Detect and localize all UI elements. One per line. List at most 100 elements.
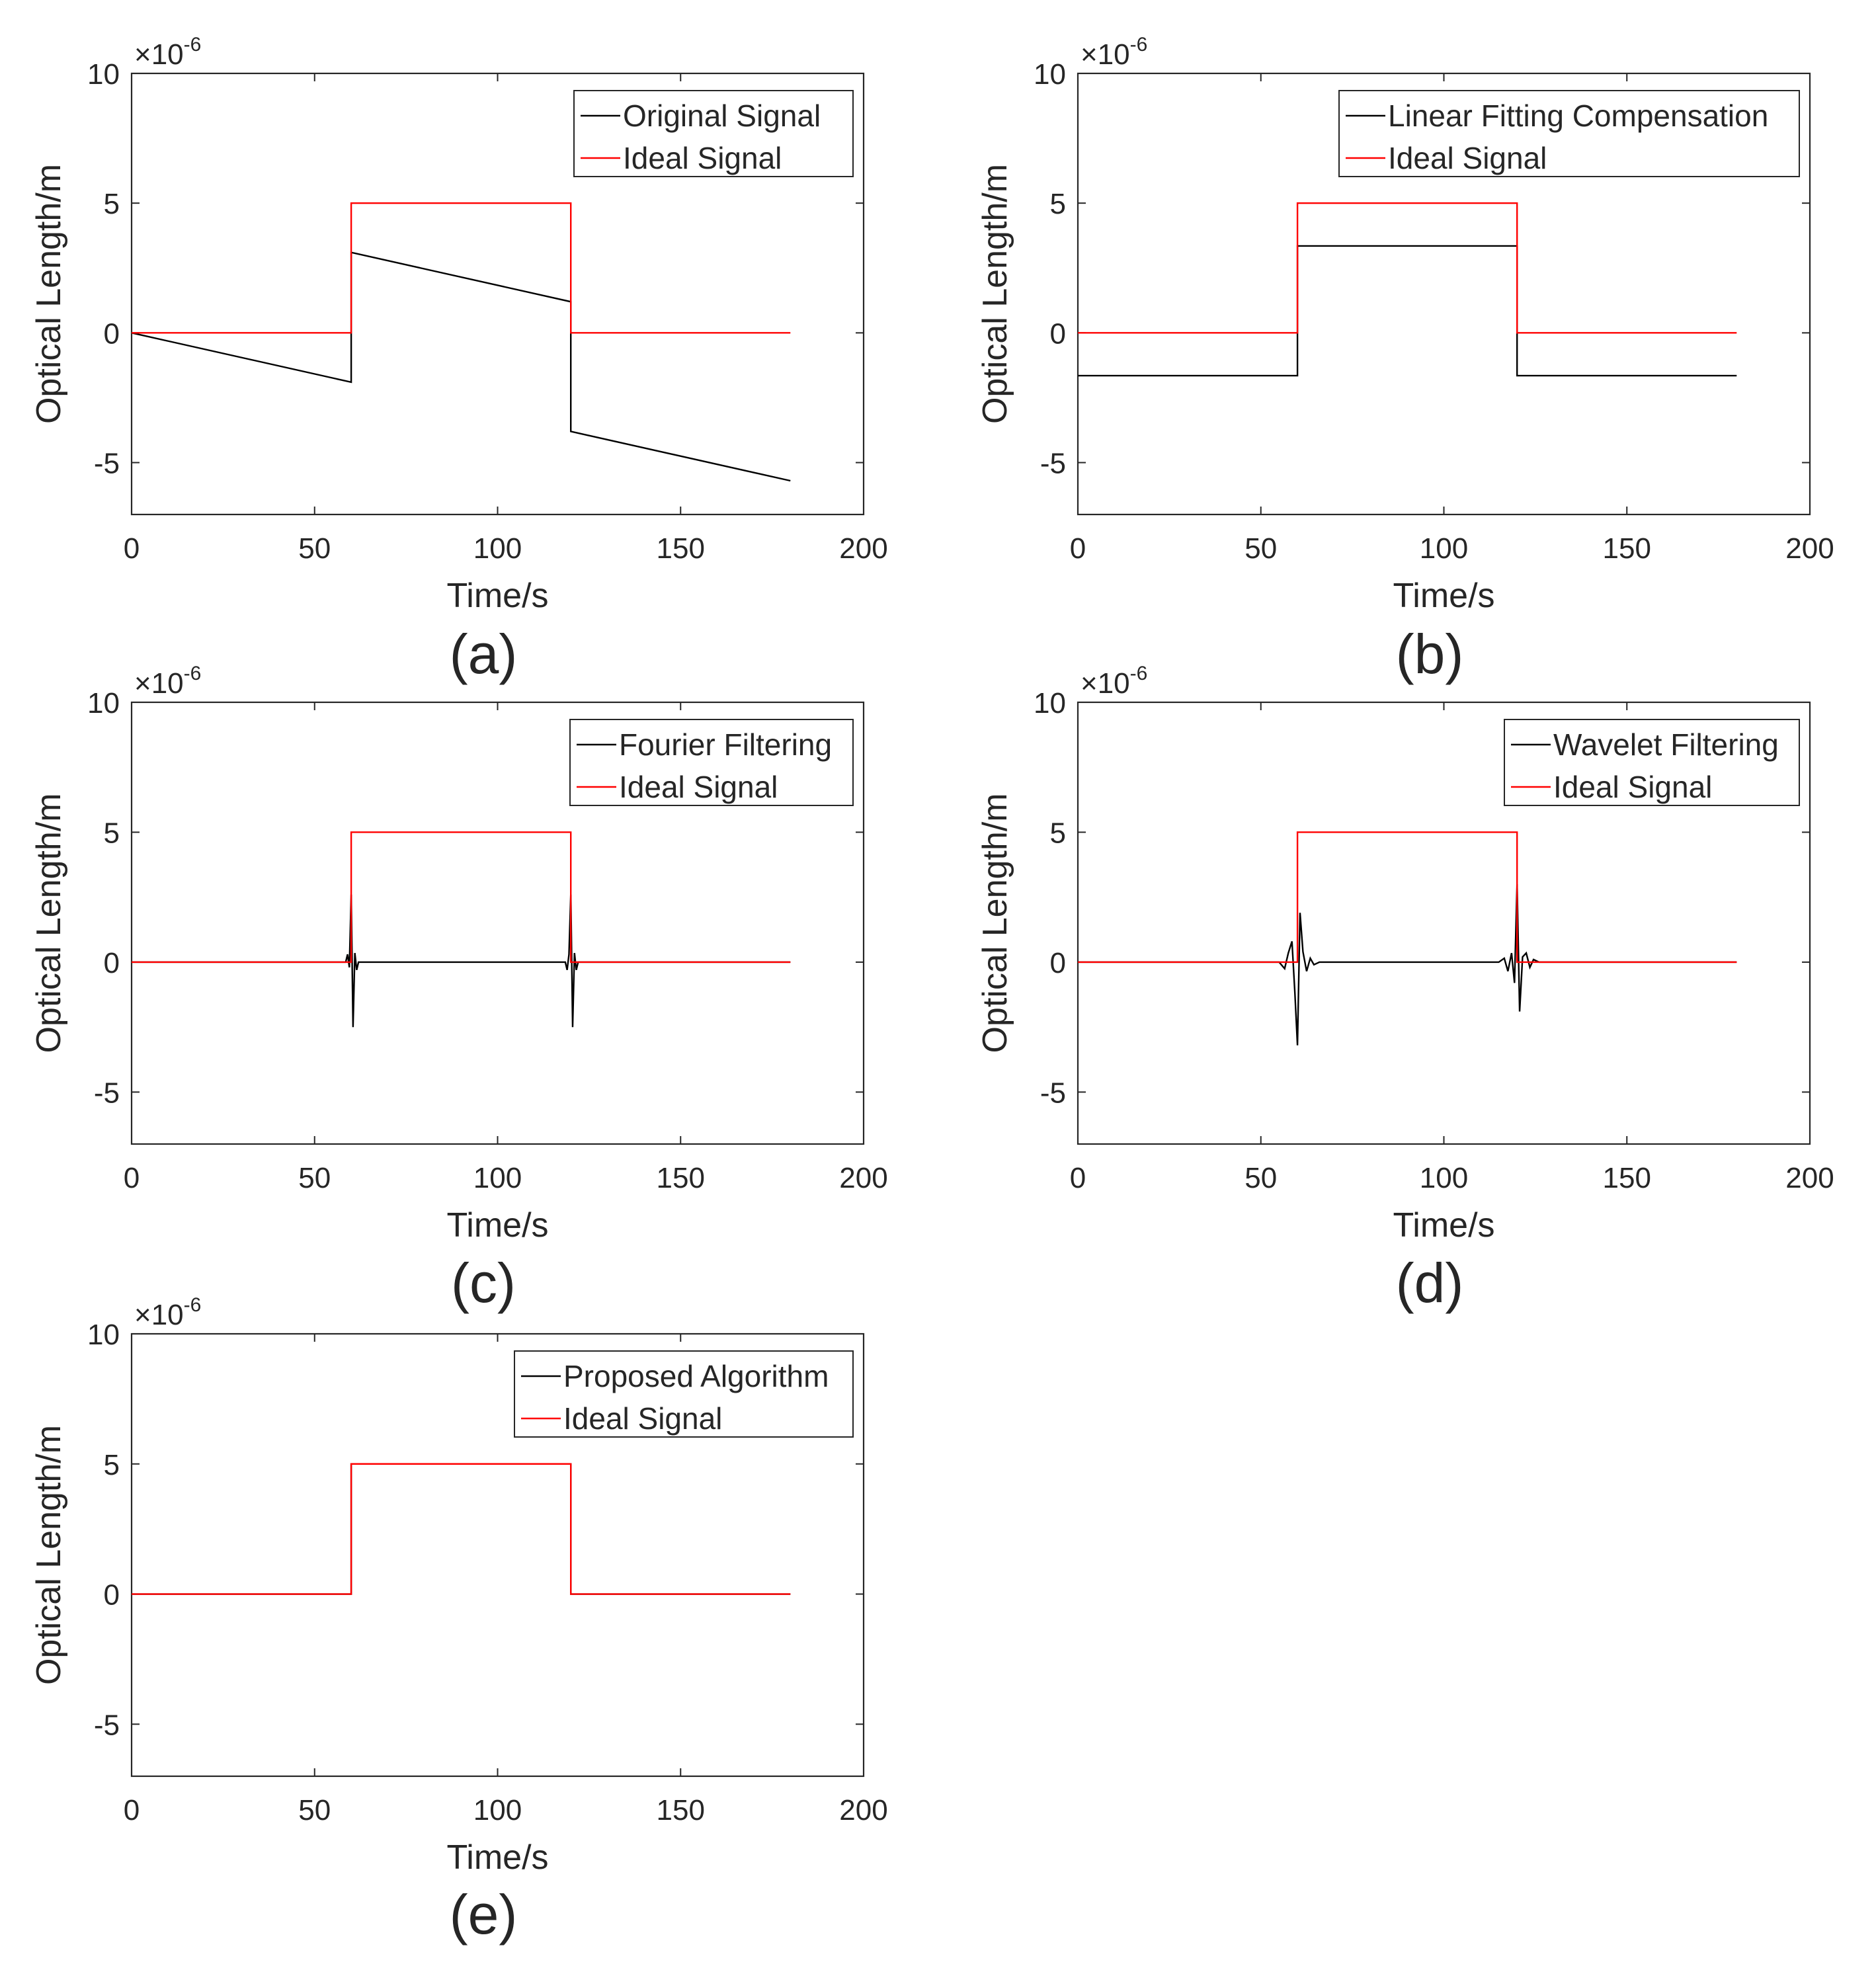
- y-tick-label: 10: [87, 58, 120, 91]
- legend-box: [569, 719, 854, 806]
- x-tick-label: 0: [1070, 532, 1086, 565]
- y-exponent-base: ×10: [134, 667, 184, 700]
- x-tick-label: 100: [473, 1794, 522, 1826]
- legend-label: Proposed Algorithm: [563, 1359, 829, 1393]
- x-axis-label: Time/s: [1393, 577, 1494, 615]
- x-tick-label: 0: [124, 1794, 140, 1826]
- series-line-ideal-signal: [1078, 202, 1737, 334]
- x-tick-label: 50: [1244, 1162, 1277, 1194]
- y-exponent-base: ×10: [134, 1299, 184, 1331]
- legend-label: Ideal Signal: [1553, 770, 1712, 804]
- legend-label: Wavelet Filtering: [1553, 727, 1779, 762]
- y-exponent-label: ×10-6: [1081, 34, 1147, 71]
- y-exponent-power: -6: [1130, 34, 1148, 56]
- series-line-ideal-signal: [132, 202, 791, 334]
- y-axis-label: Optical Length/m: [976, 793, 1014, 1053]
- series-line-original-signal: [132, 251, 791, 482]
- x-tick-label: 0: [124, 532, 140, 565]
- panel-caption: (b): [1396, 623, 1464, 685]
- y-tick-label: 5: [1050, 817, 1066, 849]
- y-exponent-base: ×10: [1081, 667, 1130, 700]
- y-exponent-power: -6: [1130, 663, 1148, 684]
- x-tick-label: 200: [839, 1162, 887, 1194]
- x-tick-label: 200: [1785, 532, 1834, 565]
- legend-box: [1338, 90, 1800, 177]
- panel-d: 0 50 100 150 200 -5 0 5 10 ×10-6 Time/s Optical Len…: [976, 663, 1834, 1314]
- y-tick-label: 0: [104, 317, 120, 350]
- x-tick-label: 200: [839, 1794, 887, 1826]
- x-tick-label: 50: [298, 532, 331, 565]
- y-tick-label: 10: [1034, 58, 1066, 91]
- series-line-fourier-filtering: [132, 894, 791, 1028]
- legend-label: Ideal Signal: [619, 770, 778, 804]
- x-tick-label: 100: [1420, 532, 1468, 565]
- legend: Fourier Filtering Ideal Signal: [569, 719, 854, 806]
- x-tick-label: 150: [657, 532, 705, 565]
- legend: Wavelet Filtering Ideal Signal: [1504, 719, 1800, 806]
- legend-box: [514, 1350, 854, 1438]
- legend-box: [573, 90, 854, 177]
- x-tick-label: 200: [1785, 1162, 1834, 1194]
- legend-label: Fourier Filtering: [619, 727, 832, 762]
- legend-label: Linear Fitting Compensation: [1388, 99, 1768, 133]
- y-exponent-power: -6: [184, 34, 202, 56]
- legend-label: Ideal Signal: [1388, 141, 1547, 175]
- x-tick-label: 50: [298, 1794, 331, 1826]
- series-line-wavelet-filtering: [1078, 884, 1737, 1046]
- panel-e: 0 50 100 150 200 -5 0 5 10 ×10-6 Time/s Optical Len…: [30, 1294, 888, 1946]
- y-exponent-label: ×10-6: [134, 34, 201, 71]
- y-exponent-label: ×10-6: [134, 663, 201, 700]
- y-tick-label: 0: [104, 1579, 120, 1612]
- x-tick-label: 200: [839, 532, 887, 565]
- y-exponent-power: -6: [184, 663, 202, 684]
- y-tick-label: 10: [87, 1319, 120, 1351]
- x-tick-label: 100: [473, 1162, 522, 1194]
- y-tick-label: 0: [104, 947, 120, 979]
- x-axis-label: Time/s: [1393, 1206, 1494, 1245]
- y-tick-label: 10: [87, 687, 120, 719]
- y-exponent-label: ×10-6: [134, 1294, 201, 1331]
- y-axis-label: Optical Length/m: [976, 164, 1014, 424]
- series-line-ideal-signal: [1078, 831, 1737, 964]
- y-exponent-label: ×10-6: [1081, 663, 1147, 700]
- x-axis-label: Time/s: [446, 1838, 548, 1877]
- panel-caption: (a): [450, 623, 518, 685]
- legend: Proposed Algorithm Ideal Signal: [514, 1350, 854, 1438]
- y-axis-label: Optical Length/m: [30, 793, 68, 1053]
- y-exponent-power: -6: [184, 1294, 202, 1316]
- y-tick-label: 5: [104, 817, 120, 849]
- x-tick-label: 100: [1420, 1162, 1468, 1194]
- y-tick-label: -5: [94, 1709, 120, 1741]
- legend: Linear Fitting Compensation Ideal Signal: [1338, 90, 1800, 177]
- x-tick-label: 150: [1603, 1162, 1651, 1194]
- x-tick-label: 150: [657, 1162, 705, 1194]
- x-tick-label: 100: [473, 532, 522, 565]
- y-exponent-base: ×10: [134, 38, 184, 71]
- legend: Original Signal Ideal Signal: [573, 90, 854, 177]
- y-tick-label: 0: [1050, 947, 1066, 979]
- legend-label: Ideal Signal: [623, 141, 782, 175]
- legend-box: [1504, 719, 1800, 806]
- x-tick-label: 50: [298, 1162, 331, 1194]
- y-axis-label: Optical Length/m: [30, 1425, 68, 1685]
- x-tick-label: 50: [1244, 532, 1277, 565]
- x-tick-label: 150: [1603, 532, 1651, 565]
- series-line-linear-fitting-compensation: [1078, 245, 1737, 377]
- x-tick-label: 0: [124, 1162, 140, 1194]
- y-tick-label: 5: [104, 188, 120, 220]
- legend-label: Ideal Signal: [563, 1401, 722, 1436]
- x-tick-label: 150: [657, 1794, 705, 1826]
- y-tick-label: 0: [1050, 317, 1066, 350]
- y-tick-label: -5: [1040, 448, 1066, 480]
- y-tick-label: 5: [104, 1449, 120, 1481]
- panel-caption: (c): [451, 1252, 516, 1314]
- series-line-ideal-signal: [132, 1463, 791, 1595]
- panel-caption: (e): [450, 1883, 518, 1946]
- y-axis-label: Optical Length/m: [30, 164, 68, 424]
- x-tick-label: 0: [1070, 1162, 1086, 1194]
- y-tick-label: -5: [1040, 1077, 1066, 1109]
- y-tick-label: -5: [94, 1077, 120, 1109]
